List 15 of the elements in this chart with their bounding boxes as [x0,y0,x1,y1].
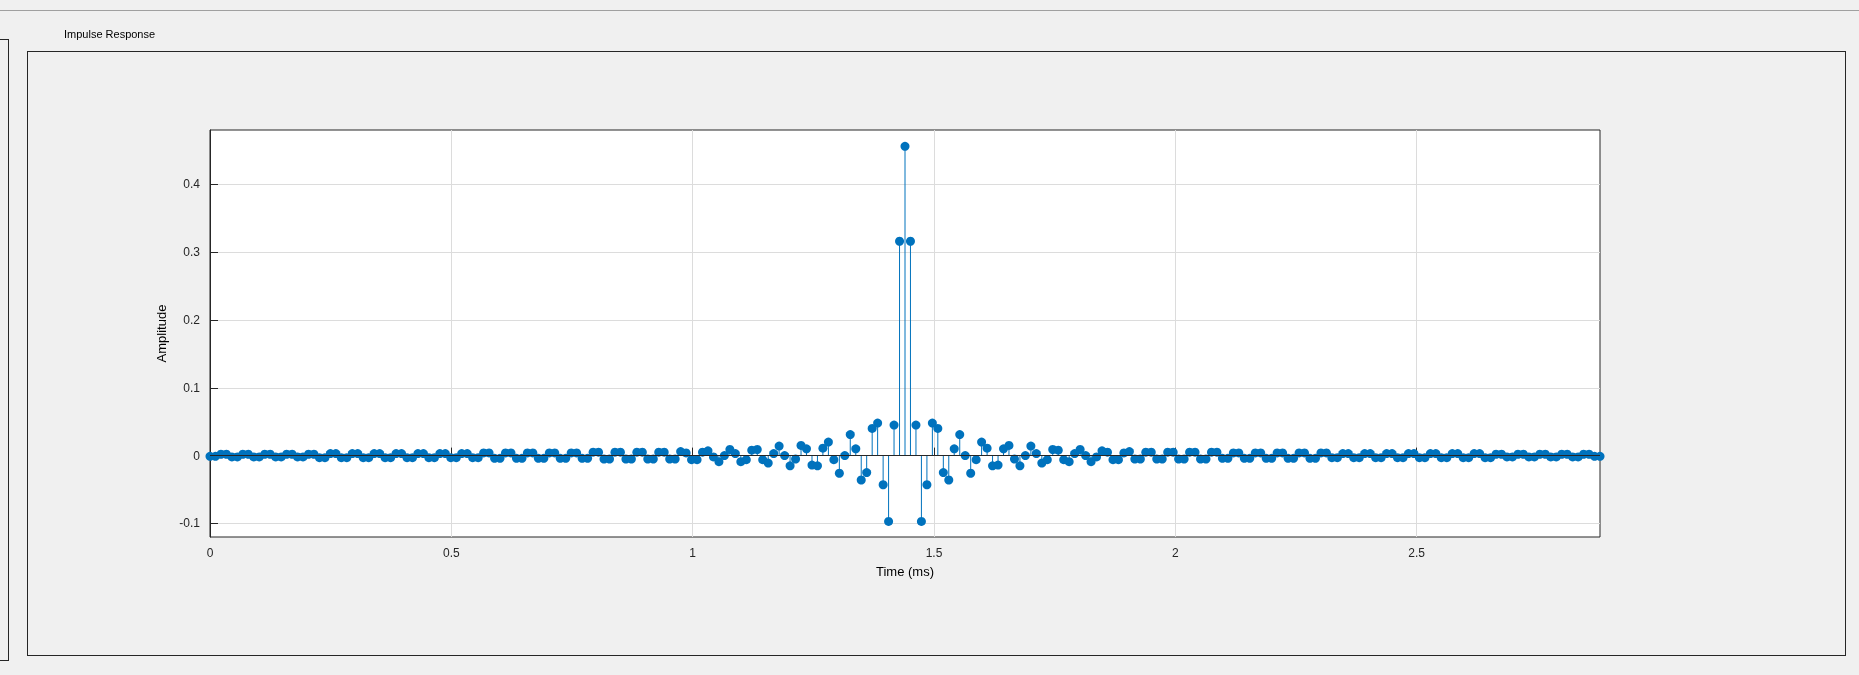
y-tick-label: 0.4 [183,177,201,192]
y-tick-label: 0 [193,448,201,463]
x-tick-label: 1.5 [925,546,943,560]
x-tick-label: 2 [1172,546,1179,560]
x-tick-label: 0.5 [442,546,460,560]
x-axis-title: Time (ms) [875,564,935,579]
x-tick-label: 1 [689,546,697,560]
text: Impulse Response [60,28,160,40]
x-tick-label: 0 [206,546,214,560]
y-axis-title: Amplitude [154,304,169,363]
y-tick-label: 0.2 [183,312,201,327]
y-tick-label: 0.3 [183,245,201,260]
x-tick-label: 2.5 [1408,546,1426,560]
y-tick-label: -0.1 [179,516,201,531]
y-tick-label: 0.1 [183,380,201,395]
